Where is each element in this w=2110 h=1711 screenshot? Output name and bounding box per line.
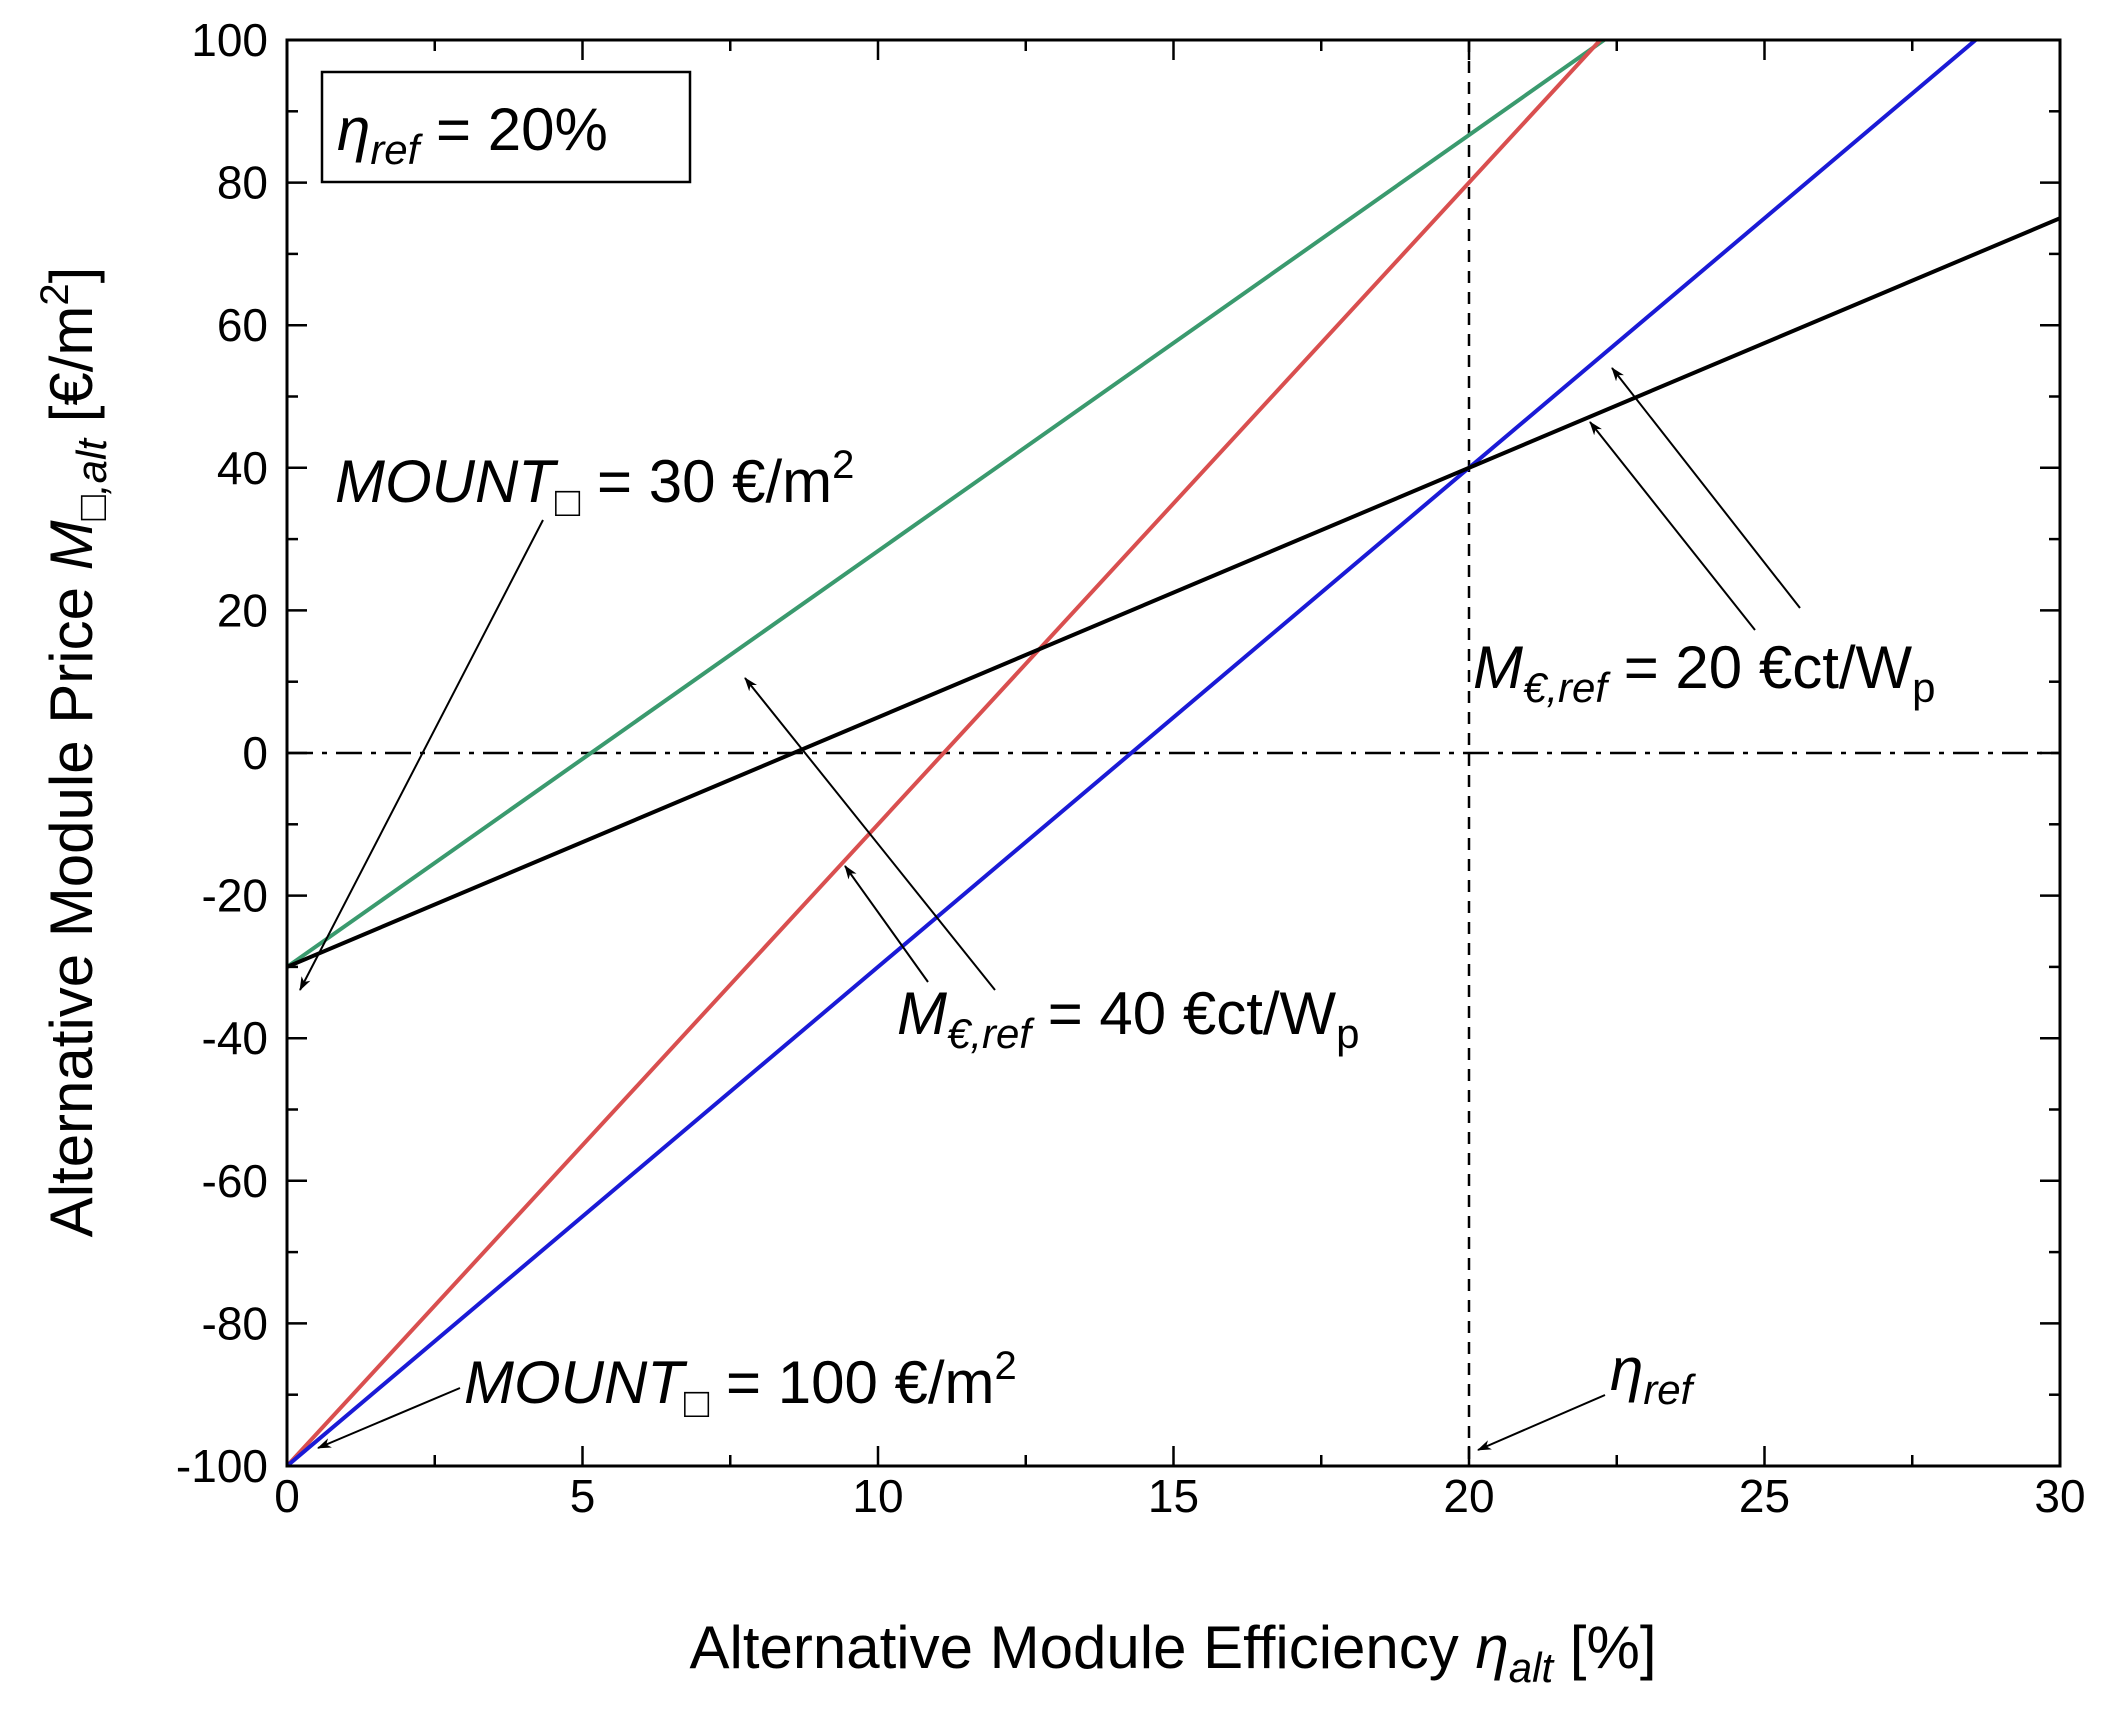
y-tick-label: 20 bbox=[217, 584, 268, 636]
mount100-sub: □ bbox=[684, 1379, 710, 1426]
legend-value: = 20% bbox=[419, 96, 607, 163]
mref40-sub: €,ref bbox=[947, 1010, 1035, 1057]
mref40-label: M bbox=[897, 980, 947, 1047]
series-line-2 bbox=[287, 40, 1604, 1466]
arrow-mount-30 bbox=[299, 519, 544, 991]
arrow-mref20-blue bbox=[1611, 367, 1801, 609]
x-axis-eta-symbol: η bbox=[1475, 1614, 1508, 1681]
legend-box: ηref = 20% bbox=[320, 70, 692, 184]
y-axis-title: Alternative Module Price M□,alt [€/m2] bbox=[33, 267, 115, 1238]
mount100-sup: 2 bbox=[995, 1344, 1017, 1388]
mref20-label: M bbox=[1473, 634, 1523, 701]
x-tick-label: 25 bbox=[1739, 1470, 1790, 1522]
x-tick-label: 0 bbox=[274, 1470, 300, 1522]
annotation-mount-100: MOUNT□ = 100 €/m2 bbox=[464, 1344, 1017, 1426]
x-tick-label: 30 bbox=[2034, 1470, 2085, 1522]
arrow-eta-ref bbox=[1477, 1394, 1606, 1451]
x-axis-title: Alternative Module Efficiency ηalt [%] bbox=[690, 1614, 1657, 1691]
legend-box-frame bbox=[320, 70, 692, 184]
legend-eta-sub: ref bbox=[370, 126, 423, 173]
y-tick-label: -100 bbox=[176, 1440, 268, 1492]
annotation-mount-30: MOUNT□ = 30 €/m2 bbox=[335, 443, 854, 525]
y-axis-unit-sup: 2 bbox=[33, 283, 77, 305]
y-tick-label: 80 bbox=[217, 157, 268, 209]
y-tick-label: -80 bbox=[202, 1297, 268, 1349]
series-lines bbox=[287, 40, 2060, 1466]
arrow-mref40-red bbox=[844, 865, 929, 983]
mref20-vsub: p bbox=[1912, 664, 1935, 711]
series-line-4 bbox=[287, 216, 2060, 969]
legend-box-text: ηref = 20% bbox=[337, 96, 608, 173]
x-axis-title-text: Alternative Module Efficiency bbox=[690, 1614, 1476, 1681]
annotation-eta-ref: ηref bbox=[1610, 1336, 1697, 1413]
mount100-value: = 100 €/m bbox=[709, 1349, 994, 1416]
eta-ref-sub: ref bbox=[1643, 1366, 1696, 1413]
reference-lines bbox=[287, 40, 2060, 1466]
x-tick-label: 15 bbox=[1148, 1470, 1199, 1522]
y-tick-label: -20 bbox=[202, 870, 268, 922]
y-axis-m-sub: □,alt bbox=[68, 437, 115, 521]
mref20-value: = 20 €ct/W bbox=[1607, 634, 1912, 701]
y-tick-label: -40 bbox=[202, 1012, 268, 1064]
y-axis-unit-close: ] bbox=[38, 267, 105, 284]
series-line-3 bbox=[287, 40, 1979, 1466]
mount30-sub: □ bbox=[555, 478, 581, 525]
y-axis-title-text: Alternative Module Price bbox=[38, 570, 105, 1237]
series-line-1 bbox=[287, 40, 1608, 969]
mref40-value: = 40 €ct/W bbox=[1031, 980, 1336, 1047]
x-axis-eta-sub: alt bbox=[1509, 1644, 1556, 1691]
x-tick-label: 5 bbox=[570, 1470, 596, 1522]
axis-tick-labels: 0 5 10 15 20 25 30 -100 -80 -60 -40 -20 0 20 40 60 80 100 bbox=[176, 14, 2086, 1522]
y-tick-label: 60 bbox=[217, 299, 268, 351]
annotation-mref-40: M€,ref = 40 €ct/Wp bbox=[897, 980, 1360, 1057]
axis-ticks bbox=[285, 38, 2062, 1468]
legend-eta: η bbox=[337, 96, 370, 163]
mount30-value: = 30 €/m bbox=[580, 448, 832, 515]
y-tick-label: 0 bbox=[242, 727, 268, 779]
y-axis-unit: [€/m bbox=[38, 306, 105, 439]
arrow-mref40-green bbox=[744, 677, 996, 991]
eta-ref-symbol: η bbox=[1610, 1336, 1643, 1403]
y-tick-label: 100 bbox=[191, 14, 268, 66]
x-axis-unit: [%] bbox=[1553, 1614, 1656, 1681]
mref20-sub: €,ref bbox=[1523, 664, 1611, 711]
mref40-vsub: p bbox=[1336, 1010, 1359, 1057]
mount30-label: MOUNT bbox=[335, 448, 559, 515]
y-tick-label: -60 bbox=[202, 1155, 268, 1207]
annotation-arrows bbox=[299, 367, 1801, 1451]
arrow-mount-100 bbox=[317, 1387, 461, 1449]
annotation-mref-20: M€,ref = 20 €ct/Wp bbox=[1473, 634, 1936, 711]
mount30-sup: 2 bbox=[832, 443, 854, 487]
x-tick-label: 10 bbox=[852, 1470, 903, 1522]
y-axis-m-symbol: M bbox=[38, 520, 105, 570]
arrow-mref20-black bbox=[1589, 421, 1756, 631]
x-tick-label: 20 bbox=[1443, 1470, 1494, 1522]
y-tick-label: 40 bbox=[217, 442, 268, 494]
mount100-label: MOUNT bbox=[464, 1349, 688, 1416]
